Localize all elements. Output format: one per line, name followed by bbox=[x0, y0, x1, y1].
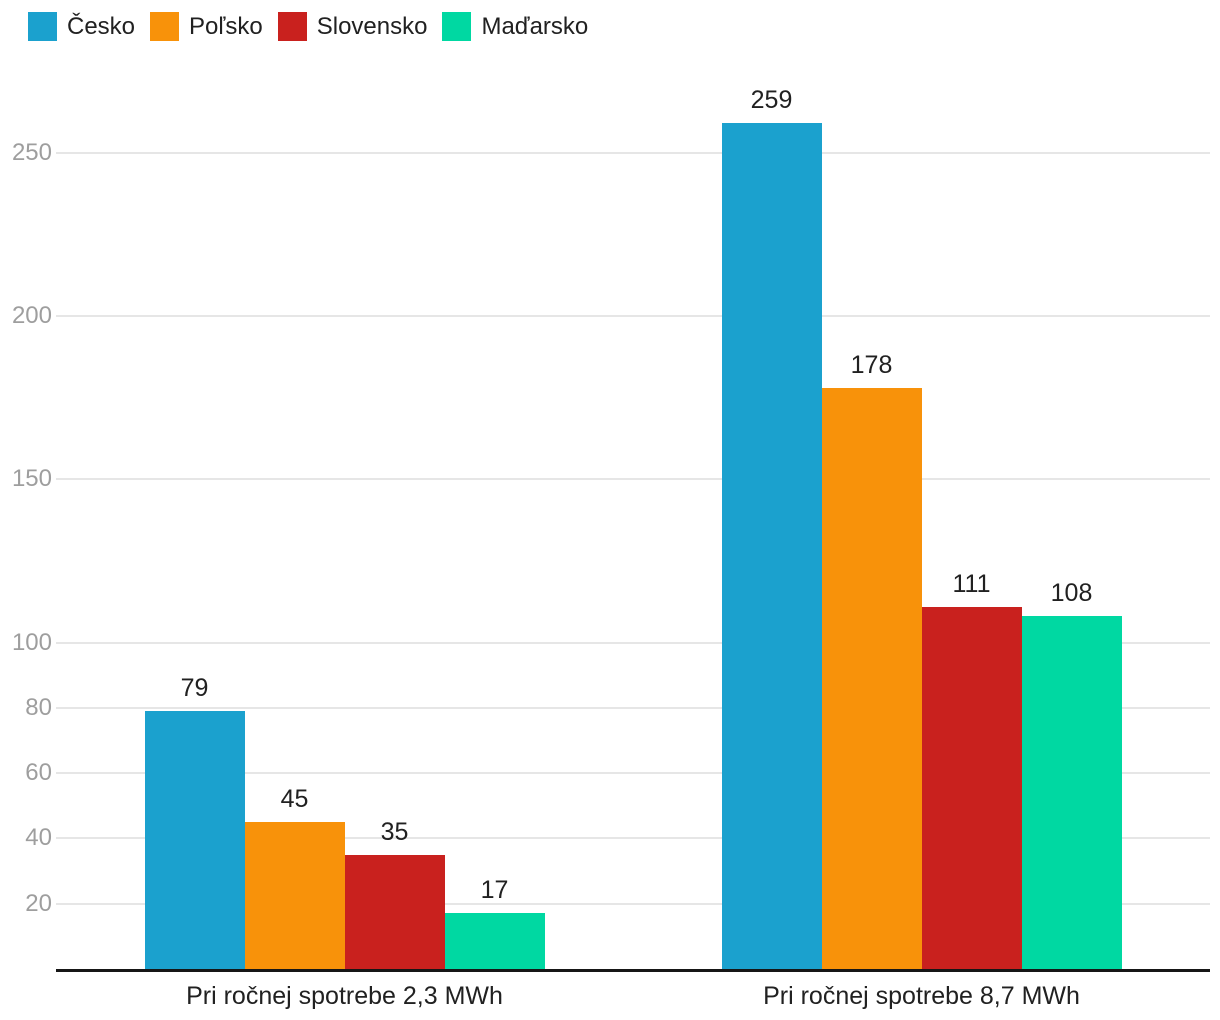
legend-label-slovensko: Slovensko bbox=[316, 13, 428, 40]
y-axis-tick-80: 80 bbox=[25, 693, 52, 721]
legend-swatch-polsko bbox=[150, 12, 180, 41]
y-axis-tick-60: 60 bbox=[25, 759, 52, 787]
bar-value-madarsko-group1: 17 bbox=[480, 876, 509, 905]
bar-value-slovensko-group1: 35 bbox=[380, 817, 409, 846]
bar-madarsko-group2[interactable] bbox=[1021, 616, 1122, 969]
bar-cesko-group1[interactable] bbox=[144, 711, 245, 969]
y-axis-tick-100: 100 bbox=[11, 628, 52, 656]
x-axis-category-2: Pri ročnej spotrebe 8,7 MWh bbox=[763, 982, 1080, 1010]
bar-value-cesko-group1: 79 bbox=[180, 674, 209, 703]
gridline-200 bbox=[56, 315, 1210, 317]
bar-polsko-group1[interactable] bbox=[244, 822, 345, 969]
legend-swatch-madarsko bbox=[442, 12, 472, 41]
legend-item-polsko: Poľsko bbox=[150, 12, 263, 41]
x-axis-category-1: Pri ročnej spotrebe 2,3 MWh bbox=[186, 982, 503, 1010]
bar-value-madarsko-group2: 108 bbox=[1050, 579, 1093, 608]
gridline-150 bbox=[56, 478, 1210, 481]
gridline-40 bbox=[56, 837, 1210, 840]
y-axis-tick-150: 150 bbox=[11, 465, 52, 493]
y-axis-tick-250: 250 bbox=[11, 138, 52, 166]
bar-polsko-group2[interactable] bbox=[821, 387, 922, 969]
gridline-60 bbox=[56, 772, 1210, 775]
y-axis-tick-20: 20 bbox=[25, 889, 52, 917]
legend-item-cesko: Česko bbox=[28, 12, 135, 41]
gridline-20 bbox=[56, 902, 1210, 905]
legend-label-cesko: Česko bbox=[67, 13, 136, 40]
y-axis-tick-40: 40 bbox=[25, 824, 52, 852]
gridline-250 bbox=[56, 151, 1210, 154]
legend-item-slovensko: Slovensko bbox=[277, 12, 428, 41]
bar-cesko-group2[interactable] bbox=[721, 123, 822, 969]
gridline-100 bbox=[56, 641, 1210, 644]
bar-value-cesko-group2: 259 bbox=[750, 86, 793, 115]
legend-swatch-cesko bbox=[28, 12, 57, 41]
bar-slovensko-group1[interactable] bbox=[344, 854, 445, 969]
legend-swatch-slovensko bbox=[277, 12, 307, 41]
legend-label-polsko: Poľsko bbox=[189, 13, 263, 40]
y-axis-tick-200: 200 bbox=[11, 302, 52, 329]
bar-slovensko-group2[interactable] bbox=[921, 606, 1022, 969]
bar-value-slovensko-group2: 111 bbox=[952, 569, 991, 598]
legend-label-madarsko: Maďarsko bbox=[481, 13, 589, 40]
bar-value-polsko-group2: 178 bbox=[850, 350, 893, 379]
bar-madarsko-group1[interactable] bbox=[444, 913, 545, 969]
bar-value-polsko-group1: 45 bbox=[280, 785, 309, 814]
legend-item-madarsko: Maďarsko bbox=[442, 12, 588, 41]
x-axis-line bbox=[56, 969, 1210, 972]
gridline-80 bbox=[56, 706, 1210, 709]
legend: Česko Poľsko Slovensko Maďarsko bbox=[28, 12, 588, 41]
